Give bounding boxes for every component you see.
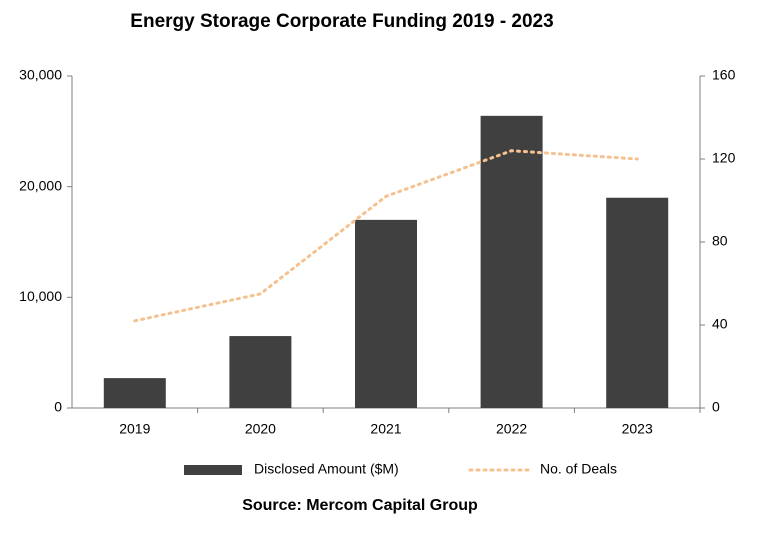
x-tick-label: 2019 — [119, 421, 150, 437]
bar — [480, 115, 543, 408]
bar — [103, 378, 166, 408]
bar — [229, 336, 292, 408]
source-note: Source: Mercom Capital Group — [242, 497, 478, 514]
x-tick-label: 2023 — [622, 421, 653, 437]
bar — [606, 197, 669, 408]
y-tick-label: 30,000 — [19, 67, 62, 83]
y2-tick-label: 120 — [712, 150, 736, 166]
chart-title: Energy Storage Corporate Funding 2019 - … — [130, 11, 553, 32]
legend-swatch — [184, 465, 242, 475]
y2-tick-label: 0 — [712, 399, 720, 415]
x-tick-label: 2021 — [370, 421, 401, 437]
y2-tick-label: 80 — [712, 233, 728, 249]
line-series — [133, 149, 639, 323]
y2-tick-label: 40 — [712, 316, 728, 332]
bar — [355, 219, 417, 408]
y-tick-label: 10,000 — [19, 288, 62, 304]
legend-label: No. of Deals — [540, 461, 617, 477]
legend-label: Disclosed Amount ($M) — [254, 461, 399, 477]
x-tick-label: 2020 — [245, 421, 276, 437]
y-tick-label: 0 — [54, 399, 62, 415]
x-tick-label: 2022 — [496, 421, 527, 437]
y2-tick-label: 160 — [712, 67, 736, 83]
y-tick-label: 20,000 — [19, 177, 62, 193]
